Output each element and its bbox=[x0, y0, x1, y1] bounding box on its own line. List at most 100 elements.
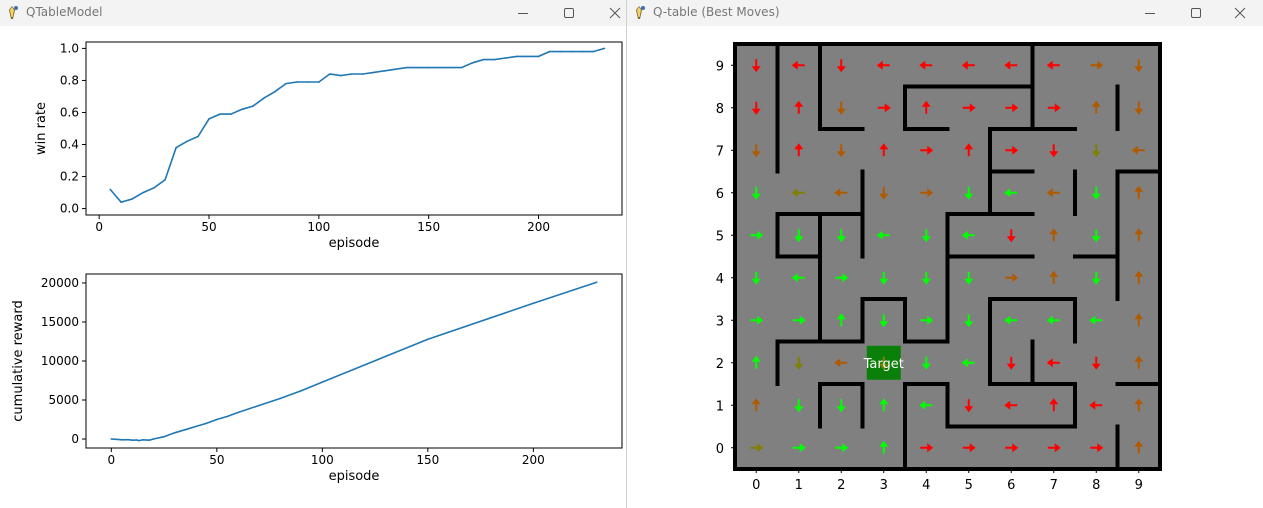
move-arrow-head bbox=[1134, 66, 1144, 73]
move-arrow-head bbox=[964, 143, 974, 150]
data-point bbox=[603, 47, 606, 50]
minimize-button[interactable] bbox=[1127, 0, 1173, 26]
data-point bbox=[351, 73, 353, 75]
data-point bbox=[526, 55, 529, 58]
close-button[interactable] bbox=[1217, 0, 1263, 26]
data-point bbox=[142, 439, 144, 441]
move-arrow-head bbox=[751, 66, 761, 73]
maximize-icon bbox=[1191, 8, 1201, 18]
move-arrow bbox=[1090, 60, 1104, 70]
window-title: QTableModel bbox=[26, 5, 103, 19]
move-arrow bbox=[1134, 228, 1144, 242]
move-arrow bbox=[791, 273, 805, 283]
data-point bbox=[559, 50, 562, 53]
move-arrow bbox=[751, 144, 761, 158]
move-arrow-head bbox=[836, 66, 846, 73]
data-point bbox=[148, 439, 151, 441]
data-point bbox=[163, 435, 165, 438]
move-arrow bbox=[1134, 440, 1144, 454]
move-arrow-head bbox=[836, 406, 846, 413]
data-point bbox=[263, 97, 265, 99]
data-point bbox=[532, 302, 535, 305]
data-point bbox=[471, 62, 474, 64]
move-arrow bbox=[877, 103, 891, 113]
move-arrow-head bbox=[1004, 60, 1011, 70]
move-arrow-head bbox=[1049, 270, 1059, 277]
x-tick-label: 3 bbox=[880, 478, 888, 493]
y-tick-label: 0 bbox=[716, 442, 724, 457]
move-arrow-head bbox=[1091, 193, 1101, 200]
move-arrow-head bbox=[879, 321, 889, 328]
move-arrow bbox=[1134, 59, 1144, 73]
close-button[interactable] bbox=[592, 0, 626, 26]
data-point bbox=[121, 439, 123, 441]
x-axis-label: episode bbox=[329, 236, 380, 251]
title-bar[interactable]: QTableModel bbox=[0, 0, 626, 26]
data-point bbox=[361, 73, 364, 75]
move-arrow bbox=[964, 186, 974, 200]
move-arrow-head bbox=[794, 406, 804, 413]
move-arrow-head bbox=[751, 108, 761, 115]
move-arrow bbox=[751, 186, 761, 200]
move-arrow-head bbox=[836, 313, 846, 320]
y-tick-label: 3 bbox=[716, 314, 724, 329]
x-tick-label: 150 bbox=[417, 220, 440, 234]
data-point bbox=[460, 66, 463, 69]
data-point bbox=[340, 74, 342, 77]
move-arrow bbox=[876, 60, 890, 70]
maximize-button[interactable] bbox=[1173, 0, 1219, 26]
data-point bbox=[116, 438, 119, 441]
move-arrow bbox=[961, 60, 975, 70]
data-point bbox=[449, 66, 452, 69]
move-arrow bbox=[751, 398, 761, 412]
move-arrow bbox=[920, 188, 934, 198]
move-arrow bbox=[1046, 315, 1060, 325]
move-arrow-head bbox=[1049, 228, 1059, 235]
move-arrow-head bbox=[1091, 100, 1101, 107]
data-point bbox=[131, 198, 133, 200]
move-arrow bbox=[920, 315, 934, 325]
move-arrow bbox=[921, 229, 931, 243]
move-arrow bbox=[750, 315, 764, 325]
move-arrow-head bbox=[919, 60, 926, 70]
move-arrow bbox=[751, 59, 761, 73]
move-arrow-head bbox=[879, 193, 889, 200]
move-arrow bbox=[791, 188, 805, 198]
data-point bbox=[427, 338, 429, 340]
move-arrow bbox=[1049, 228, 1059, 242]
data-point bbox=[184, 428, 186, 431]
series-line bbox=[109, 47, 605, 204]
data-point bbox=[595, 281, 598, 283]
move-arrow-head bbox=[1054, 443, 1061, 453]
move-arrow bbox=[921, 271, 931, 285]
move-arrow-head bbox=[927, 443, 934, 453]
move-arrow-head bbox=[1091, 151, 1101, 158]
move-arrow bbox=[1134, 270, 1144, 284]
move-arrow bbox=[1006, 229, 1016, 243]
y-tick-label: 0.0 bbox=[60, 202, 79, 216]
maze-border bbox=[733, 42, 1162, 471]
move-arrow bbox=[834, 188, 848, 198]
move-arrow bbox=[1004, 315, 1018, 325]
move-arrow bbox=[1049, 144, 1059, 158]
plot-frame bbox=[85, 41, 623, 216]
move-arrow bbox=[964, 271, 974, 285]
move-arrow-head bbox=[876, 60, 883, 70]
data-point bbox=[135, 439, 138, 441]
move-arrow-head bbox=[791, 273, 798, 283]
move-arrow-head bbox=[961, 60, 968, 70]
data-point bbox=[173, 431, 176, 434]
x-tick-label: 50 bbox=[209, 453, 224, 467]
maximize-button[interactable] bbox=[546, 0, 592, 26]
close-icon bbox=[1234, 7, 1246, 19]
minimize-button[interactable] bbox=[500, 0, 546, 26]
move-arrow bbox=[1091, 229, 1101, 243]
move-arrow-head bbox=[1054, 103, 1061, 113]
title-bar[interactable]: Q-table (Best Moves) bbox=[627, 0, 1263, 26]
move-arrow-head bbox=[794, 143, 804, 150]
move-arrow bbox=[962, 443, 976, 453]
move-arrow-head bbox=[757, 315, 764, 325]
move-arrow-head bbox=[751, 355, 761, 362]
data-point bbox=[175, 146, 177, 149]
move-arrow-head bbox=[919, 400, 926, 410]
